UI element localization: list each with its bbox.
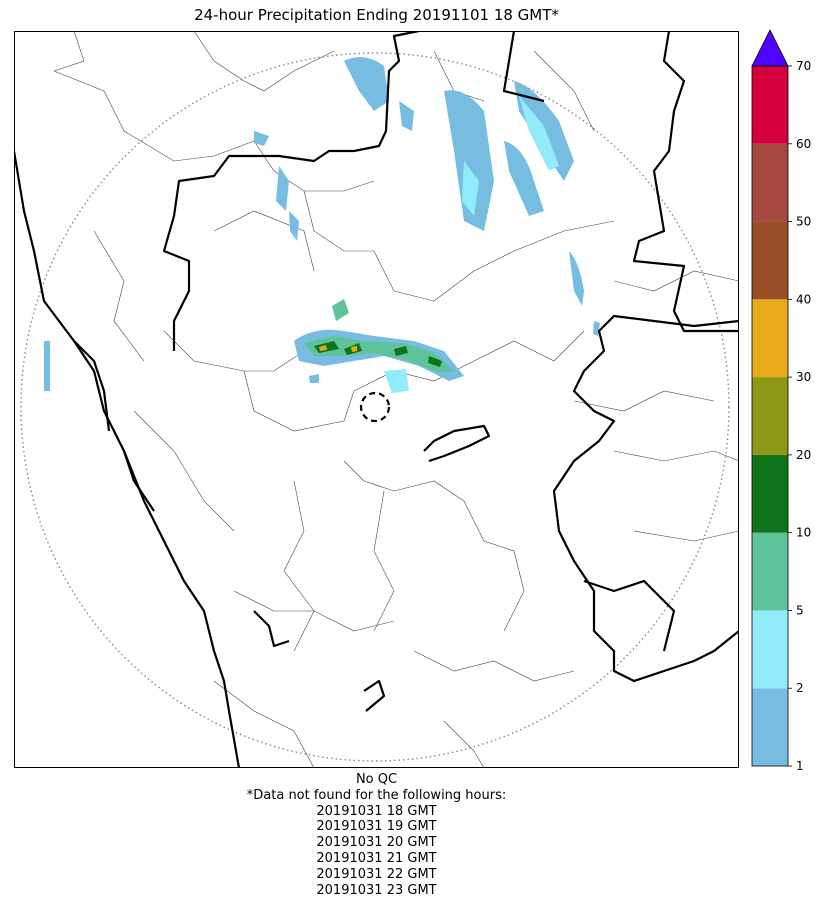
missing-data-note: *Data not found for the following hours: xyxy=(246,787,507,803)
radar-range-ring xyxy=(20,52,730,762)
map-frame xyxy=(14,31,739,768)
colorbar-segment xyxy=(752,299,788,378)
colorbar-segment xyxy=(752,221,788,300)
colorbar-outline xyxy=(751,65,789,767)
colorbar-tick-label: 50 xyxy=(796,215,811,229)
colorbar-extend-arrow xyxy=(751,29,789,67)
missing-hour-4: 20191031 21 GMT xyxy=(316,850,437,866)
colorbar-segment xyxy=(752,610,788,689)
colorbar-segment xyxy=(752,532,788,611)
colorbar-segment xyxy=(752,377,788,455)
state-boundaries xyxy=(14,31,739,768)
precipitation-areas xyxy=(44,57,600,393)
colorbar-tick-label: 30 xyxy=(796,370,811,384)
missing-hour-6: 20191031 23 GMT xyxy=(316,882,437,898)
missing-hour-3: 20191031 20 GMT xyxy=(316,835,437,851)
colorbar-tick-label: 70 xyxy=(796,59,811,73)
map-title: 24-hour Precipitation Ending 20191101 18… xyxy=(194,6,559,24)
colorbar-tick-label: 40 xyxy=(796,292,811,306)
district-boundaries xyxy=(53,31,739,768)
colorbar-segment xyxy=(752,143,788,222)
colorbar-tick-label: 20 xyxy=(796,448,811,462)
colorbar-ticks: 1 2 5 10 20 30 40 50 60 70 xyxy=(788,59,811,773)
colorbar-tick-label: 60 xyxy=(796,137,811,151)
colorbar-tick-label: 2 xyxy=(796,681,804,695)
missing-hour-1: 20191031 18 GMT xyxy=(316,803,437,819)
missing-hour-5: 20191031 22 GMT xyxy=(316,866,437,882)
colorbar-segments xyxy=(752,66,788,766)
colorbar-tick-label: 10 xyxy=(796,526,811,540)
qc-label: No QC xyxy=(355,772,398,787)
colorbar-segment xyxy=(752,66,788,144)
colorbar-segment xyxy=(752,454,788,533)
colorbar-segment xyxy=(752,688,788,766)
missing-hour-2: 20191031 19 GMT xyxy=(316,819,437,835)
precipitation-map xyxy=(14,31,739,768)
colorbar-tick-label: 5 xyxy=(796,603,804,617)
colorbar-tick-label: 1 xyxy=(796,759,804,773)
footer-notes: No QC *Data not found for the following … xyxy=(14,772,739,898)
radar-site-marker xyxy=(359,391,391,423)
colorbar: 1 2 5 10 20 30 40 50 60 70 xyxy=(751,29,811,773)
